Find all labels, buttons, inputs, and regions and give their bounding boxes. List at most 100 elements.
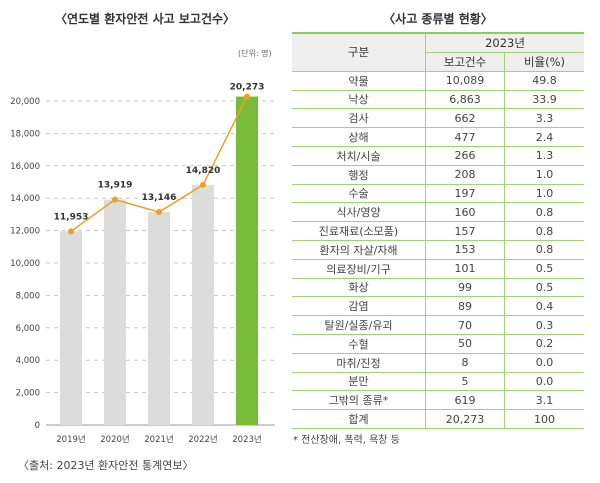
- table-row: 식사/영양 160 0.8: [292, 202, 584, 223]
- table-row: 행정 208 1.0: [292, 165, 584, 185]
- y-tick-label: 10,000: [10, 259, 40, 269]
- cell-ratio: 100: [504, 409, 584, 429]
- cell-count: 153: [425, 240, 505, 260]
- y-tick-label: 4,000: [16, 356, 40, 366]
- cell-count: 70: [425, 315, 505, 335]
- cell-count: 99: [425, 278, 505, 298]
- accident-type-table: 구분 2023년 보고건수 비율(%) 약물 10,089 49.8 낙상 6,863 3…: [292, 31, 584, 429]
- cell-count: 197: [425, 184, 505, 204]
- data-label: 14,820: [186, 166, 221, 176]
- bar: [148, 212, 170, 425]
- cell-category: 약물: [292, 71, 426, 91]
- table-title: 〈사고 종류별 현황〉: [383, 12, 493, 26]
- cell-count: 266: [425, 146, 505, 166]
- y-tick-label: 20,000: [10, 97, 40, 107]
- cell-count: 50: [425, 334, 505, 354]
- cell-category: 마취/진정: [292, 353, 426, 373]
- cell-ratio: 1.0: [504, 184, 584, 204]
- bar-chart: 0 2,000 4,000 6,000 8,000 10,000 12,000 14,000 1…: [10, 83, 275, 445]
- data-point: [244, 93, 250, 100]
- table-row: 마취/진정 8 0.0: [292, 353, 584, 373]
- table-row: 의료장비/기구 101 0.5: [292, 259, 584, 279]
- cell-count: 5: [425, 372, 505, 392]
- cell-category: 진료재료(소모품): [292, 221, 426, 241]
- table-row: 감염 89 0.4: [292, 296, 584, 317]
- header-category: 구분: [292, 31, 426, 72]
- chart-title: 〈연도별 환자안전 사고 보고건수〉: [54, 12, 236, 26]
- data-point: [200, 181, 206, 188]
- x-tick-label: 2021년: [144, 434, 173, 445]
- data-label: 13,146: [142, 193, 177, 203]
- cell-category: 처치/시술: [292, 146, 426, 166]
- x-tick-label: 2020년: [100, 434, 129, 445]
- y-tick-label: 2,000: [16, 389, 40, 399]
- cell-count: 6,863: [425, 90, 505, 110]
- cell-category: 검사: [292, 108, 426, 129]
- unit-label: (단위: 명): [238, 49, 272, 58]
- header-year: 2023년: [425, 32, 584, 53]
- cell-ratio: 0.8: [504, 202, 584, 223]
- cell-ratio: 2.4: [504, 127, 584, 147]
- y-tick-label: 16,000: [10, 162, 40, 172]
- cell-category: 상해: [292, 127, 426, 147]
- x-tick-label: 2022년: [188, 434, 217, 445]
- cell-ratio: 0.2: [504, 334, 584, 354]
- header-count: 보고건수: [425, 52, 505, 72]
- table-row: 상해 477 2.4: [292, 127, 584, 147]
- table-row: 진료재료(소모품) 157 0.8: [292, 221, 584, 241]
- bar: [104, 199, 126, 425]
- cell-ratio: 3.1: [504, 390, 584, 411]
- table-row: 탈원/실종/유괴 70 0.3: [292, 315, 584, 335]
- table-row: 수혈 50 0.2: [292, 334, 584, 354]
- table-row: 화상 99 0.5: [292, 278, 584, 298]
- cell-count: 89: [425, 296, 505, 317]
- cell-category: 환자의 자살/자해: [292, 240, 426, 260]
- cell-category: 수술: [292, 184, 426, 204]
- x-tick-label: 2019년: [56, 434, 85, 445]
- cell-category: 낙상: [292, 90, 426, 110]
- cell-ratio: 1.3: [504, 146, 584, 166]
- cell-ratio: 0.5: [504, 259, 584, 279]
- cell-count: 477: [425, 127, 505, 147]
- cell-ratio: 0.8: [504, 240, 584, 260]
- table-row: 그밖의 종류* 619 3.1: [292, 390, 584, 411]
- cell-category: 화상: [292, 278, 426, 298]
- data-label: 20,273: [230, 83, 265, 93]
- table-row: 검사 662 3.3: [292, 108, 584, 129]
- cell-ratio: 33.9: [504, 90, 584, 110]
- y-tick-label: 0: [35, 421, 40, 431]
- cell-ratio: 1.0: [504, 165, 584, 185]
- cell-count: 10,089: [425, 71, 505, 91]
- bar: [236, 96, 258, 426]
- cell-count: 101: [425, 259, 505, 279]
- cell-category: 탈원/실종/유괴: [292, 315, 426, 335]
- cell-category: 그밖의 종류*: [292, 390, 426, 411]
- cell-ratio: 0.3: [504, 315, 584, 335]
- cell-category: 행정: [292, 165, 426, 185]
- y-tick-label: 18,000: [10, 129, 40, 139]
- data-point: [68, 228, 74, 235]
- source-note: 〈출처: 2023년 환자안전 통계연보〉: [18, 459, 194, 472]
- cell-count: 8: [425, 353, 505, 373]
- cell-ratio: 0.5: [504, 278, 584, 298]
- cell-category: 분만: [292, 372, 426, 392]
- data-label: 11,953: [54, 212, 89, 222]
- data-point: [156, 209, 162, 216]
- y-tick-label: 12,000: [10, 227, 40, 237]
- cell-ratio: 3.3: [504, 108, 584, 129]
- header-ratio: 비율(%): [504, 52, 584, 72]
- table-row: 처치/시술 266 1.3: [292, 146, 584, 166]
- cell-category: 의료장비/기구: [292, 259, 426, 279]
- table-row: 수술 197 1.0: [292, 184, 584, 204]
- bar: [192, 184, 214, 425]
- y-tick-label: 8,000: [16, 291, 40, 301]
- cell-ratio: 49.8: [504, 71, 584, 91]
- data-label: 13,919: [98, 181, 133, 191]
- table-row: 합계 20,273 100: [292, 409, 584, 429]
- cell-count: 208: [425, 165, 505, 185]
- table-row: 낙상 6,863 33.9: [292, 90, 584, 110]
- cell-count: 20,273: [425, 409, 505, 429]
- cell-ratio: 0.8: [504, 221, 584, 241]
- y-tick-label: 14,000: [10, 194, 40, 204]
- cell-category: 합계: [292, 409, 426, 429]
